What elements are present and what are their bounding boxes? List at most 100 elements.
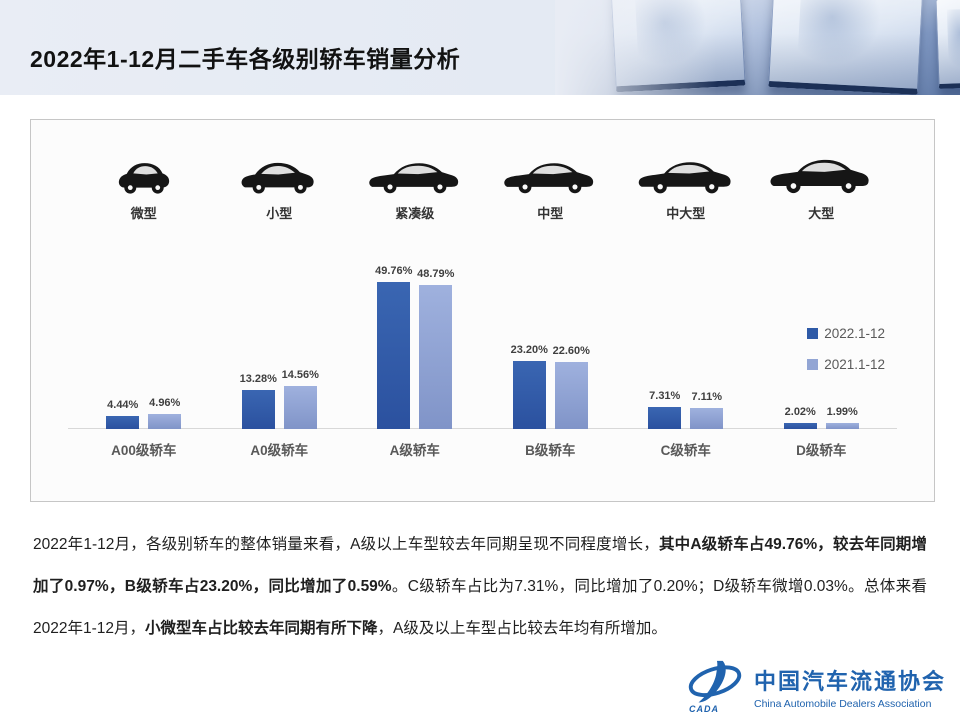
mid-size-car-icon — [502, 144, 598, 196]
summary-text-segment: ，A级及以上车型占比较去年均有所增加。 — [377, 620, 667, 637]
bar-with-label: 7.31% — [648, 390, 682, 429]
bar-group: 7.31% 7.11% — [618, 390, 754, 429]
category-label: A0级轿车 — [250, 443, 309, 458]
bar-pair: 13.28% 14.56% — [239, 369, 319, 429]
bar-with-label: 1.99% — [825, 406, 859, 429]
bar-value-label: 2.02% — [784, 406, 816, 418]
bar-with-label: 48.79% — [417, 268, 454, 429]
car-type: 微型 — [76, 144, 212, 222]
cubes-fade — [555, 0, 960, 95]
legend-label: 2021.1-12 — [824, 357, 885, 372]
compact-car-icon — [367, 144, 463, 196]
category-label: A00级轿车 — [111, 443, 177, 458]
category-label: A级轿车 — [389, 443, 440, 458]
bar-2022.1-12 — [512, 361, 546, 429]
legend-item: 2022.1-12 — [807, 326, 885, 341]
legend-swatch-icon — [807, 328, 819, 339]
bar-value-label: 7.11% — [691, 391, 723, 403]
bar-with-label: 14.56% — [281, 369, 319, 429]
bar-value-label: 49.76% — [375, 265, 413, 277]
bar-2021.1-12 — [148, 414, 182, 429]
cada-logo: CADA 中国汽车流通协会 China Automobile Dealers A… — [684, 660, 946, 714]
bar-with-label: 23.20% — [510, 344, 548, 429]
header-cubes-decoration — [555, 0, 960, 95]
bar-pair: 7.31% 7.11% — [648, 390, 724, 429]
bar-2022.1-12 — [783, 423, 817, 429]
car-type-label: 中型 — [537, 206, 564, 221]
bar-value-label: 4.96% — [149, 397, 181, 409]
x-axis-labels: A00级轿车 A0级轿车 A级轿车 B级轿车 C级轿车 D级轿车 — [76, 439, 889, 459]
bar-value-label: 22.60% — [552, 345, 590, 357]
bar-chart: 4.44% 4.96% 13.28% 14.56% 49.76% 48.79% 23.20%… — [68, 120, 897, 501]
bar-value-label: 1.99% — [826, 406, 858, 418]
bar-with-label: 4.96% — [148, 397, 182, 429]
bar-value-label: 23.20% — [510, 344, 548, 356]
bar-2021.1-12 — [690, 408, 724, 429]
logo-cn-name: 中国汽车流通协会 — [753, 669, 946, 694]
category-label: C级轿车 — [660, 443, 711, 458]
bar-groups: 4.44% 4.96% 13.28% 14.56% 49.76% 48.79% 23.20%… — [76, 265, 889, 429]
page-title: 2022年1-12月二手车各级别轿车销量分析 — [30, 46, 461, 72]
mid-large-car-icon — [636, 144, 736, 196]
bar-pair: 2.02% 1.99% — [783, 406, 859, 429]
category-label: B级轿车 — [525, 443, 576, 458]
bar-with-label: 7.11% — [690, 391, 724, 429]
micro-car-icon — [115, 144, 173, 196]
logo-acronym: CADA — [688, 704, 719, 714]
small-car-icon — [239, 144, 319, 196]
summary-text-segment: 小微型车占比较去年同期有所下降 — [145, 620, 378, 637]
car-types-row: 微型 小型 紧凑级 中型 中大型 大型 — [76, 144, 889, 222]
bar-group: 2.02% 1.99% — [754, 406, 890, 429]
summary-text-segment: 2022年1-12月，各级别轿车的整体销量来看，A级以上车型较去年同期呈现不同程… — [33, 536, 659, 553]
cada-swoosh-icon — [688, 660, 742, 703]
bar-2021.1-12 — [554, 362, 588, 429]
bar-2022.1-12 — [377, 282, 411, 429]
bar-pair: 49.76% 48.79% — [375, 265, 454, 429]
bar-group: 13.28% 14.56% — [212, 369, 348, 429]
x-axis-line — [68, 428, 897, 429]
category-label: D级轿车 — [796, 443, 847, 458]
bar-2021.1-12 — [825, 423, 859, 429]
bar-value-label: 7.31% — [649, 390, 681, 402]
slide-header: 2022年1-12月二手车各级别轿车销量分析 — [0, 0, 960, 95]
bar-value-label: 14.56% — [281, 369, 319, 381]
bar-with-label: 13.28% — [239, 373, 277, 429]
legend-swatch-icon — [807, 359, 819, 370]
bar-with-label: 2.02% — [783, 406, 817, 429]
chart-legend: 2022.1-12 2021.1-12 — [807, 326, 885, 372]
car-type-label: 微型 — [130, 206, 157, 221]
bar-value-label: 4.44% — [107, 399, 139, 411]
cada-logo-icon: CADA — [684, 660, 746, 714]
summary-paragraph: 2022年1-12月，各级别轿车的整体销量来看，A级以上车型较去年同期呈现不同程… — [33, 524, 927, 650]
car-type: 小型 — [212, 144, 348, 222]
bar-2022.1-12 — [648, 407, 682, 429]
large-car-icon — [768, 144, 874, 196]
chart-panel: 微型 小型 紧凑级 中型 中大型 大型 4.44% 4.96% 13.28% 14.56% 49.… — [30, 119, 935, 502]
bar-with-label: 22.60% — [552, 345, 590, 429]
logo-en-name: China Automobile Dealers Association — [753, 698, 932, 710]
car-type-label: 紧凑级 — [395, 206, 435, 221]
legend-item: 2021.1-12 — [807, 357, 885, 372]
bar-2022.1-12 — [106, 416, 140, 429]
bar-2021.1-12 — [283, 386, 317, 429]
bar-group: 23.20% 22.60% — [483, 344, 619, 429]
bar-with-label: 4.44% — [106, 399, 140, 429]
car-type: 中型 — [483, 144, 619, 222]
bar-2021.1-12 — [419, 285, 453, 429]
legend-label: 2022.1-12 — [824, 326, 885, 341]
summary-text-segment: 。C级轿车占比为7.31%，同比增加了0.20%；D级轿车微增0.03%。总体来… — [33, 578, 927, 637]
bar-group: 49.76% 48.79% — [347, 265, 483, 429]
logo-text: 中国汽车流通协会 China Automobile Dealers Associ… — [754, 664, 946, 710]
bar-pair: 4.44% 4.96% — [106, 397, 182, 429]
bar-pair: 23.20% 22.60% — [510, 344, 590, 429]
car-type: 中大型 — [618, 144, 754, 222]
car-type: 大型 — [754, 144, 890, 222]
car-type: 紧凑级 — [347, 144, 483, 222]
car-type-label: 大型 — [808, 206, 835, 221]
summary-text-segment: 其中A级轿车占49.76%，较去年同期增加了0.97%，B级轿车占23.20%，… — [33, 536, 927, 595]
car-type-label: 中大型 — [666, 206, 706, 221]
bar-value-label: 13.28% — [239, 373, 277, 385]
car-type-label: 小型 — [266, 206, 293, 221]
bar-with-label: 49.76% — [375, 265, 413, 429]
